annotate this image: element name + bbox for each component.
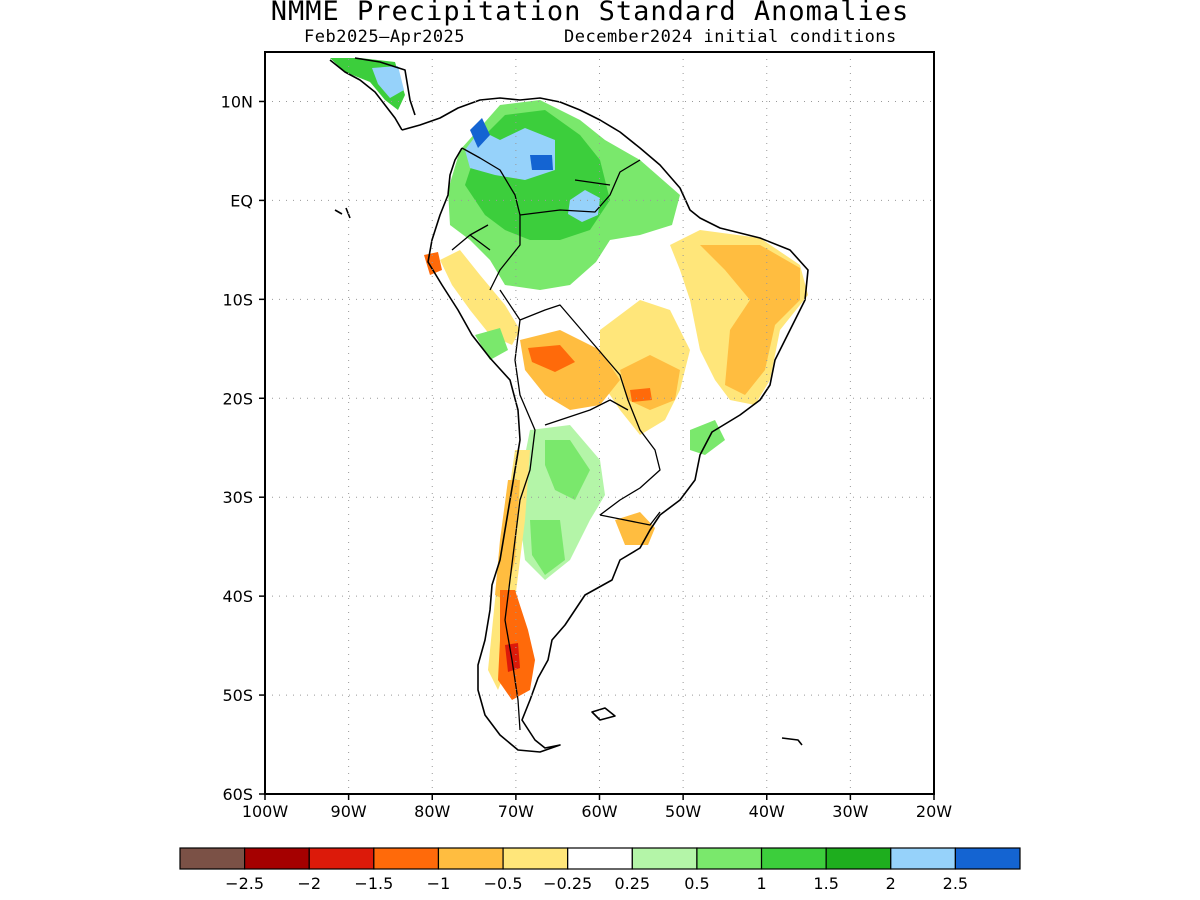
central-america-coast — [329, 57, 416, 131]
south-america-coast — [401, 97, 809, 753]
map-title: NMME Precipitation Standard Anomalies — [270, 0, 910, 27]
lon-tick-label: 100W — [242, 802, 289, 821]
lon-tick-label: 40W — [749, 802, 785, 821]
anomaly-green-south-brazil — [690, 420, 725, 455]
colorbar-label: −1 — [427, 874, 451, 893]
anomaly-green-peru — [475, 328, 508, 360]
colorbar-swatch — [760, 847, 827, 870]
colorbar-label: −0.5 — [484, 874, 523, 893]
colorbar-labels: −2.5 −2 −1.5 −1 −0.5 −0.25 0.25 0.5 1 1.5 2 2.5 — [225, 874, 968, 893]
colorbar-label: 1 — [756, 874, 766, 893]
colorbar-swatch — [373, 847, 440, 870]
colorbar-swatch — [631, 847, 698, 870]
lat-tick-label: 10S — [222, 290, 253, 309]
anomaly-darkorange-bolivia — [528, 345, 575, 372]
colorbar-label: 0.25 — [614, 874, 650, 893]
colorbar-swatch — [567, 847, 633, 870]
lat-tick-label: 60S — [222, 785, 253, 804]
colorbar-swatch — [244, 847, 310, 870]
falkland-islands — [591, 707, 616, 721]
anomaly-orange-northeast-brazil — [700, 245, 800, 395]
anomaly-lightblue-central-america — [372, 66, 404, 98]
anomaly-green-dark-argentina — [530, 440, 590, 575]
grid-lines — [265, 52, 934, 794]
anomaly-red-patagonia — [505, 643, 520, 672]
anomaly-orange-uruguay — [615, 512, 655, 545]
colorbar — [179, 847, 1021, 870]
lon-tick-label: 80W — [414, 802, 450, 821]
colorbar-swatch — [502, 847, 569, 870]
colorbar-label: 2.5 — [943, 874, 968, 893]
country-borders — [451, 147, 661, 731]
anomaly-field — [330, 58, 808, 700]
colorbar-label: −1.5 — [354, 874, 393, 893]
lat-tick-label: 30S — [222, 488, 253, 507]
colorbar-swatch — [696, 847, 763, 870]
lat-tick-label: 10N — [221, 92, 253, 111]
colorbar-label: 0.5 — [684, 874, 709, 893]
colorbar-label: −2.5 — [225, 874, 264, 893]
longitude-axis: 100W 90W 80W 70W 60W 50W 40W 30W 20W — [242, 794, 952, 821]
anomaly-blue-venezuela — [530, 155, 553, 170]
anomaly-yellow-peru-andes — [440, 250, 520, 345]
anomaly-orange-chile — [495, 480, 520, 600]
colorbar-label: 1.5 — [813, 874, 838, 893]
colorbar-swatch — [308, 847, 375, 870]
galapagos — [334, 207, 351, 219]
colorbar-label: −0.25 — [543, 874, 592, 893]
lon-tick-label: 50W — [665, 802, 701, 821]
colorbar-label: 2 — [886, 874, 896, 893]
lon-tick-label: 60W — [581, 802, 617, 821]
lat-tick-label: 40S — [222, 587, 253, 606]
forecast-period: Feb2025–Apr2025 — [304, 27, 466, 47]
lat-tick-label: 50S — [222, 686, 253, 705]
colorbar-label: −2 — [297, 874, 321, 893]
initial-conditions: December2024 initial conditions — [564, 27, 897, 47]
latitude-axis: 10N EQ 10S 20S 30S 40S 50S 60S — [221, 92, 265, 804]
lat-tick-label: 20S — [222, 389, 253, 408]
coastlines — [329, 57, 809, 753]
colorbar-swatch — [437, 847, 504, 870]
colorbar-swatch — [954, 847, 1021, 870]
lon-tick-label: 30W — [832, 802, 868, 821]
lat-tick-label: EQ — [230, 191, 253, 210]
anomaly-darkorange-paraguay — [630, 388, 652, 402]
lon-tick-label: 90W — [331, 802, 367, 821]
colorbar-swatch — [825, 847, 892, 870]
south-georgia — [781, 737, 803, 746]
anomaly-blue-colombia — [470, 118, 490, 148]
anomaly-lightblue-guiana — [568, 190, 600, 222]
lon-tick-label: 70W — [498, 802, 534, 821]
lon-tick-label: 20W — [916, 802, 952, 821]
colorbar-swatch — [179, 847, 246, 870]
colorbar-swatch — [890, 847, 956, 870]
